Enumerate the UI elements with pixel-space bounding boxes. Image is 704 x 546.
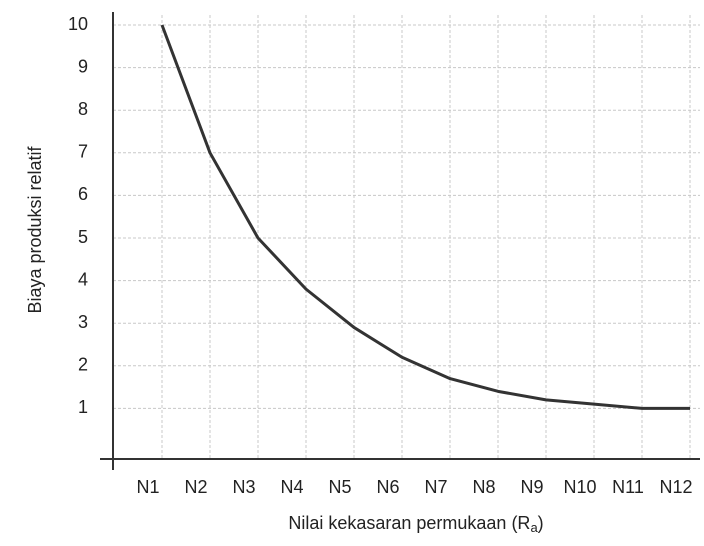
x-tick-label: N10	[563, 477, 596, 497]
y-axis-label: Biaya produksi relatif	[25, 145, 45, 313]
x-axis-label: Nilai kekasaran permukaan (Ra)	[288, 513, 543, 536]
x-label-end: )	[538, 513, 544, 533]
line-series	[162, 25, 690, 408]
x-tick-label: N4	[280, 477, 303, 497]
x-tick-label: N5	[328, 477, 351, 497]
y-tick-label: 9	[78, 56, 88, 76]
x-tick-label: N6	[376, 477, 399, 497]
chart: Nilai kekasaran permukaan (Ra) Biaya pro…	[0, 0, 704, 546]
y-tick-label: 10	[68, 14, 88, 34]
x-label-main: Nilai kekasaran permukaan (R	[288, 513, 530, 533]
x-tick-label: N3	[232, 477, 255, 497]
x-tick-label: N11	[612, 477, 644, 497]
y-tick-label: 5	[78, 227, 88, 247]
x-tick-label: N12	[659, 477, 692, 497]
x-tick-label: N1	[136, 477, 159, 497]
x-tick-label: N2	[184, 477, 207, 497]
y-tick-label: 6	[78, 184, 88, 204]
x-tick-label: N9	[520, 477, 543, 497]
y-tick-label: 7	[78, 142, 88, 162]
x-tick-label: N7	[424, 477, 447, 497]
y-tick-label: 4	[78, 269, 88, 289]
y-tick-label: 2	[78, 355, 88, 375]
y-tick-label: 3	[78, 312, 88, 332]
y-tick-label: 8	[78, 99, 88, 119]
x-tick-label: N8	[472, 477, 495, 497]
y-tick-label: 1	[78, 397, 88, 417]
